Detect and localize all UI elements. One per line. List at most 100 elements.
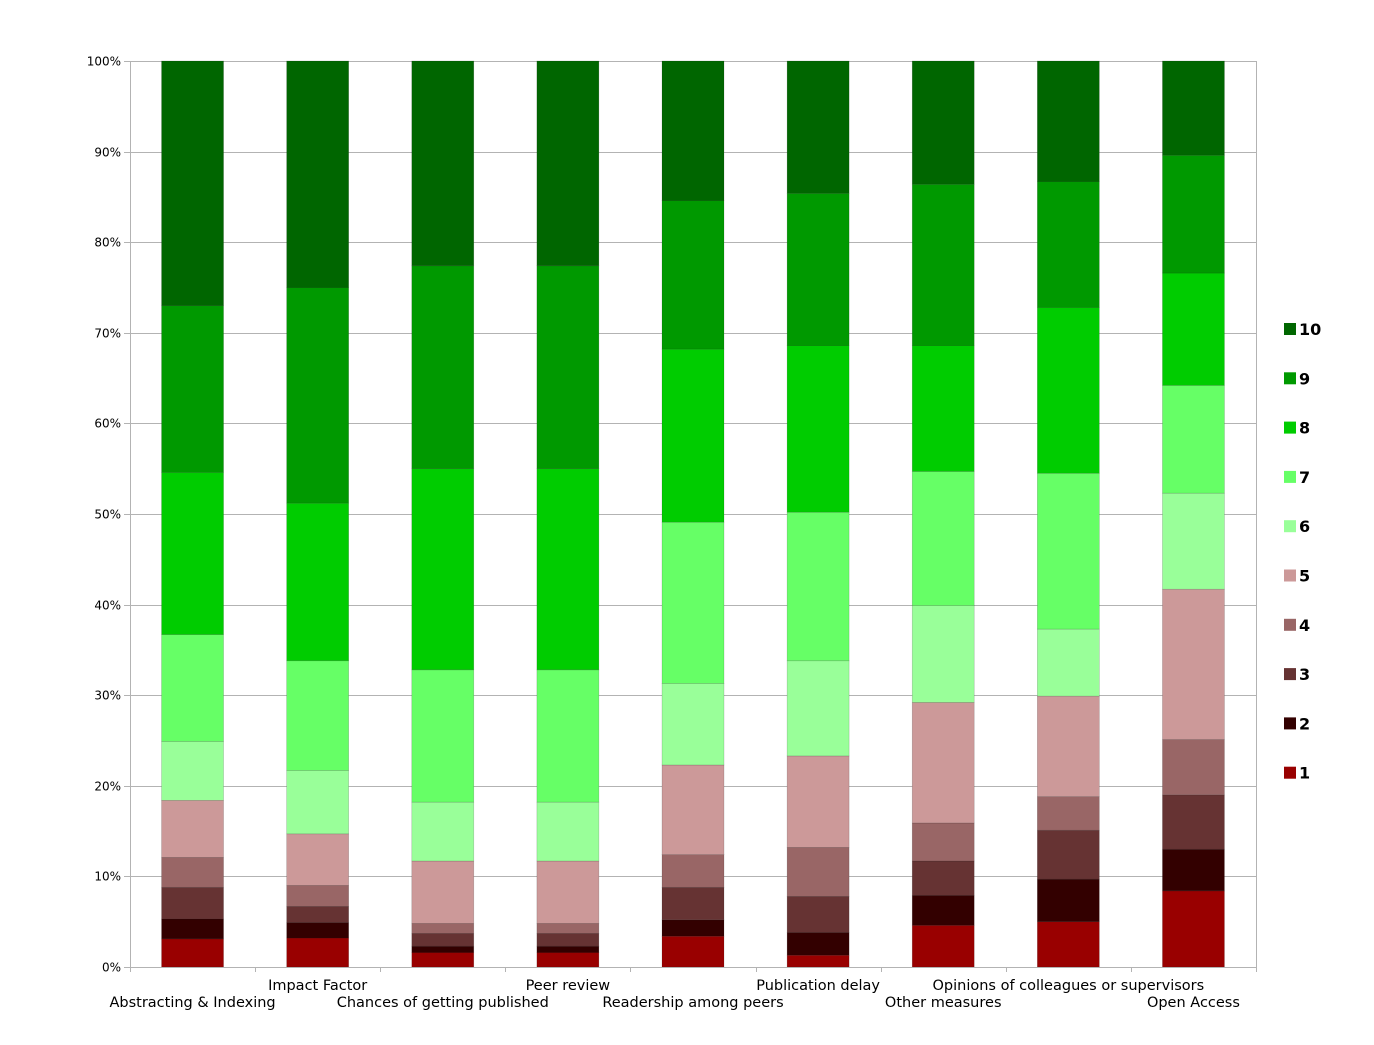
legend-item-3: 3 xyxy=(1284,665,1310,684)
x-category-label: Abstracting & Indexing xyxy=(109,995,275,1011)
legend-label: 1 xyxy=(1299,764,1310,783)
bar-segment-7 xyxy=(1037,473,1099,629)
bar-segment-7 xyxy=(162,634,224,741)
y-tick-label: 0% xyxy=(102,961,121,975)
y-axis-tick-labels: 0% 10% 20% 30% 40% 50% 60% 70% 80% 90% 100% xyxy=(87,55,121,975)
bar-segment-2 xyxy=(162,919,224,939)
bar-segment-3 xyxy=(787,896,849,932)
bar-segment-5 xyxy=(287,834,349,886)
bar-segment-6 xyxy=(912,606,974,703)
y-tick-label: 50% xyxy=(94,508,121,522)
legend-label: 4 xyxy=(1299,616,1310,635)
bar-segment-7 xyxy=(412,670,474,802)
bar-segment-1 xyxy=(662,936,724,967)
bar-segment-3 xyxy=(1162,795,1224,849)
bar-segment-2 xyxy=(912,895,974,925)
x-category-label: Peer review xyxy=(526,978,611,994)
bar-segment-7 xyxy=(787,512,849,661)
bar-segment-2 xyxy=(412,946,474,952)
bar-segment-7 xyxy=(537,670,599,802)
bar-segment-9 xyxy=(662,201,724,350)
bar-segment-2 xyxy=(1037,879,1099,922)
bar-segment-8 xyxy=(912,345,974,471)
bar-segment-6 xyxy=(162,741,224,800)
bar-segment-2 xyxy=(1162,849,1224,891)
x-category-label: Readership among peers xyxy=(602,995,783,1011)
bars xyxy=(162,61,1225,967)
bar-segment-4 xyxy=(537,924,599,934)
bar-segment-2 xyxy=(662,920,724,936)
y-tick-label: 10% xyxy=(94,870,121,884)
bar-segment-9 xyxy=(1162,155,1224,273)
y-tick-label: 70% xyxy=(94,327,121,341)
bar-segment-10 xyxy=(662,61,724,201)
bar-segment-10 xyxy=(912,61,974,184)
bar-segment-1 xyxy=(537,953,599,967)
bar-segment-5 xyxy=(662,765,724,855)
bar-segment-7 xyxy=(912,471,974,605)
bar-segment-6 xyxy=(787,661,849,756)
y-tick-label: 60% xyxy=(94,417,121,431)
x-category-label: Open Access xyxy=(1147,995,1240,1011)
bar-segment-9 xyxy=(162,306,224,473)
bar-segment-5 xyxy=(1037,696,1099,797)
y-tick-label: 100% xyxy=(87,55,121,69)
legend-item-1: 1 xyxy=(1284,764,1310,783)
legend-swatch xyxy=(1284,668,1296,680)
bar-segment-1 xyxy=(287,938,349,967)
legend-label: 2 xyxy=(1299,714,1310,733)
bar-segment-3 xyxy=(912,861,974,895)
bar-segment-1 xyxy=(1037,922,1099,967)
bar-segment-6 xyxy=(1162,493,1224,589)
bar-segment-8 xyxy=(1162,273,1224,385)
legend-label: 5 xyxy=(1299,567,1310,586)
x-category-label: Publication delay xyxy=(756,978,880,994)
legend-swatch xyxy=(1284,619,1296,631)
legend-swatch xyxy=(1284,520,1296,532)
bar-segment-6 xyxy=(287,770,349,833)
bar-segment-4 xyxy=(662,855,724,888)
bar-segment-8 xyxy=(787,345,849,512)
legend-swatch xyxy=(1284,767,1296,779)
bar-segment-10 xyxy=(1037,61,1099,181)
bar-segment-3 xyxy=(162,887,224,919)
bar-segment-6 xyxy=(412,802,474,861)
bar-segment-4 xyxy=(787,847,849,896)
bar-segment-3 xyxy=(1037,830,1099,879)
bar-segment-3 xyxy=(412,933,474,946)
bar-segment-9 xyxy=(287,288,349,504)
legend-item-7: 7 xyxy=(1284,468,1310,487)
bar-segment-9 xyxy=(787,193,849,345)
bar-segment-1 xyxy=(1162,891,1224,967)
bar-segment-8 xyxy=(412,469,474,670)
legend-swatch xyxy=(1284,372,1296,384)
bar-segment-6 xyxy=(537,802,599,861)
legend-label: 9 xyxy=(1299,369,1310,388)
bar-segment-10 xyxy=(287,61,349,288)
legend-swatch xyxy=(1284,570,1296,582)
bar-segment-6 xyxy=(662,683,724,765)
bar-segment-2 xyxy=(287,923,349,938)
bar-segment-9 xyxy=(412,266,474,469)
x-category-label: Impact Factor xyxy=(268,978,367,994)
bar-segment-8 xyxy=(162,472,224,634)
bar-segment-3 xyxy=(662,887,724,920)
legend-item-2: 2 xyxy=(1284,714,1310,733)
bar-segment-1 xyxy=(162,939,224,967)
legend-label: 3 xyxy=(1299,665,1310,684)
legend-label: 10 xyxy=(1299,320,1321,339)
x-category-label: Opinions of colleagues or supervisors xyxy=(932,978,1204,994)
legend-swatch xyxy=(1284,471,1296,483)
bar-segment-7 xyxy=(662,522,724,683)
legend-swatch xyxy=(1284,422,1296,434)
bar-segment-10 xyxy=(412,61,474,266)
bar-segment-9 xyxy=(1037,181,1099,307)
bar-segment-1 xyxy=(412,953,474,967)
bar-segment-5 xyxy=(412,861,474,924)
legend-swatch xyxy=(1284,717,1296,729)
bar-segment-4 xyxy=(912,823,974,861)
legend-label: 7 xyxy=(1299,468,1310,487)
legend-item-9: 9 xyxy=(1284,369,1310,388)
